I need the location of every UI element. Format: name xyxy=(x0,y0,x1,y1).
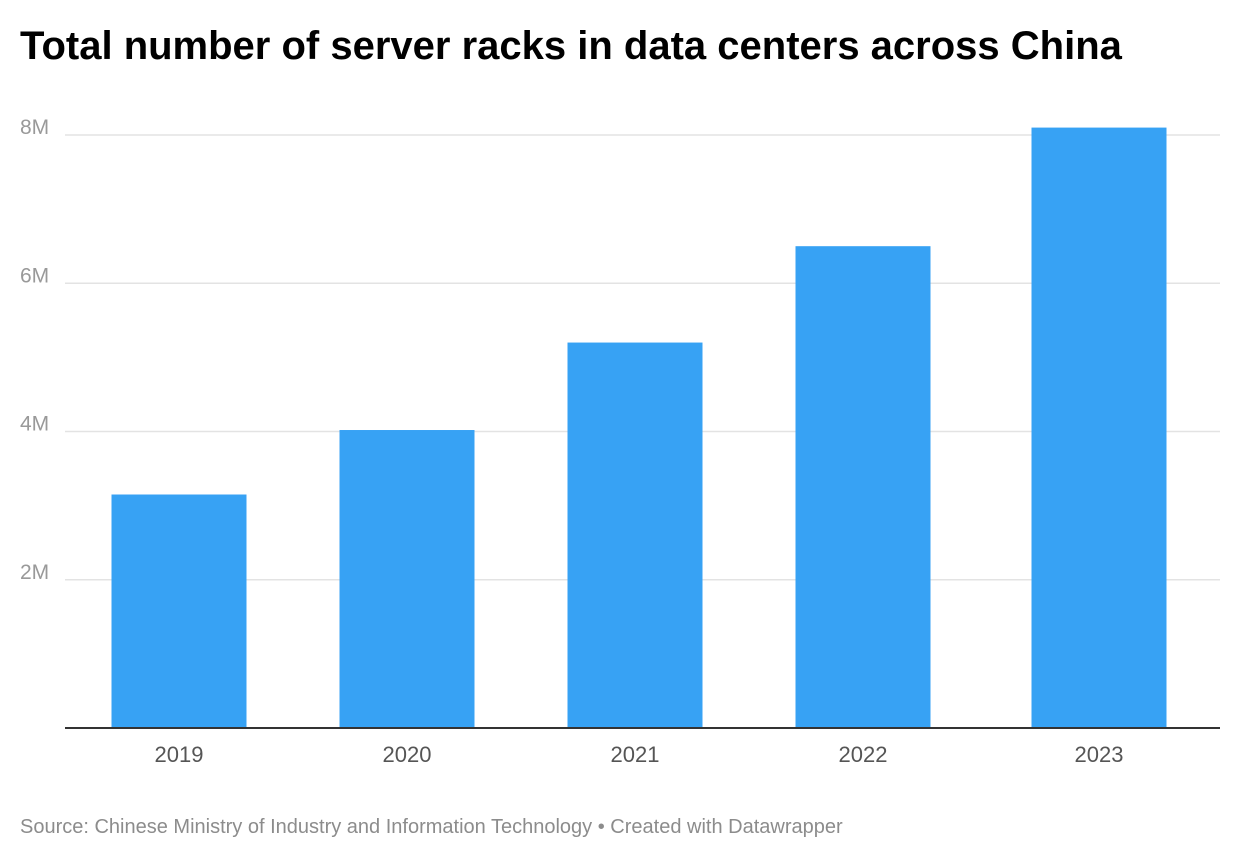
bar-2019 xyxy=(111,494,247,728)
bars xyxy=(111,127,1167,728)
source-text: Source: Chinese Ministry of Industry and… xyxy=(20,816,593,838)
y-tick-label: 2M xyxy=(20,561,49,584)
footer-separator: • xyxy=(597,816,605,838)
bar-2021 xyxy=(567,342,703,728)
y-tick-label: 8M xyxy=(20,116,49,139)
y-axis-ticks: 2M 4M 6M 8M xyxy=(20,116,49,584)
chart-footer: Source: Chinese Ministry of Industry and… xyxy=(20,814,843,840)
x-tick-label: 2023 xyxy=(1075,742,1124,767)
x-tick-label: 2022 xyxy=(839,742,888,767)
x-tick-label: 2019 xyxy=(155,742,204,767)
bar-2022 xyxy=(795,246,931,728)
x-tick-label: 2020 xyxy=(383,742,432,767)
x-axis-ticks: 2019 2020 2021 2022 2023 xyxy=(155,742,1124,767)
bar-2023 xyxy=(1031,127,1167,728)
x-tick-label: 2021 xyxy=(611,742,660,767)
y-tick-label: 6M xyxy=(20,264,49,287)
chart-title: Total number of server racks in data cen… xyxy=(20,24,1122,68)
y-tick-label: 4M xyxy=(20,413,49,436)
bar-2020 xyxy=(339,430,475,728)
credit-text: Created with Datawrapper xyxy=(610,816,843,838)
bar-chart: 2M 4M 6M 8M 2019 2020 2021 2022 2023 xyxy=(20,116,1220,767)
